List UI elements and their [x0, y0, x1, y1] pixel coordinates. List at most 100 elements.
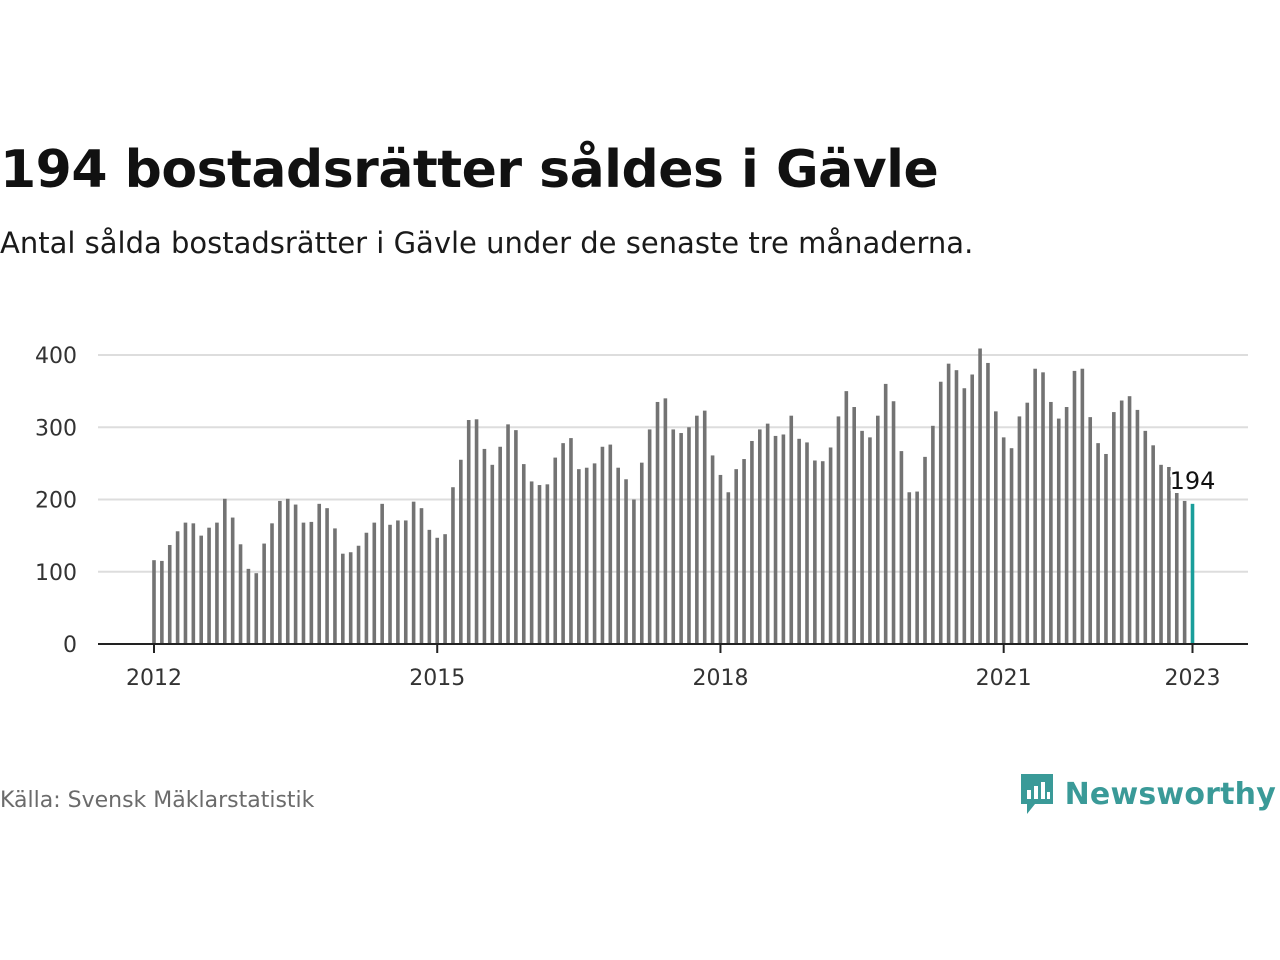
- bar: [254, 573, 259, 644]
- bar: [545, 484, 550, 644]
- bar: [1174, 493, 1179, 644]
- bar: [923, 456, 927, 644]
- bar: [466, 420, 471, 644]
- bar: [419, 508, 424, 644]
- bar: [1001, 437, 1006, 644]
- bar: [317, 503, 322, 644]
- bar: [325, 508, 329, 644]
- bar: [537, 485, 542, 644]
- bar: [844, 391, 849, 645]
- bar: [860, 430, 864, 644]
- y-axis-tick-labels: 0 100 200 300 400: [35, 344, 77, 658]
- bar: [742, 459, 746, 644]
- bar: [868, 437, 872, 644]
- bar: [521, 464, 526, 644]
- bar: [183, 522, 188, 644]
- bar: [1182, 500, 1187, 644]
- y-tick-label: 200: [35, 489, 77, 514]
- bar: [655, 401, 660, 644]
- newsworthy-logo-icon: [1020, 774, 1053, 814]
- bar: [718, 474, 723, 644]
- bar: [152, 560, 156, 644]
- bar: [1151, 445, 1155, 644]
- bar: [309, 521, 314, 644]
- x-tick-label: 2023: [1165, 666, 1221, 691]
- bar: [348, 552, 353, 644]
- bar: [624, 479, 628, 644]
- bar: [757, 429, 762, 644]
- bar: [954, 370, 959, 644]
- bar: [828, 447, 833, 644]
- bar: [561, 443, 565, 644]
- bar: [364, 532, 369, 644]
- bar: [285, 498, 290, 644]
- x-tick-label: 2012: [126, 666, 182, 691]
- bar: [443, 534, 447, 644]
- bar: [639, 462, 644, 644]
- bar: [907, 492, 912, 644]
- bar: [1049, 401, 1053, 644]
- bar: [490, 464, 495, 644]
- bar: [797, 438, 801, 644]
- bar: [191, 523, 196, 644]
- bar: [160, 560, 164, 644]
- bar: [773, 435, 778, 644]
- bar: [380, 503, 384, 644]
- bar: [1088, 417, 1093, 644]
- bar: [592, 463, 597, 645]
- bar: [230, 517, 235, 644]
- bar: [223, 498, 227, 644]
- bar: [1167, 466, 1171, 644]
- bar: [789, 415, 794, 644]
- bar: [584, 467, 589, 644]
- bar: [647, 429, 652, 644]
- bar: [207, 527, 211, 644]
- bar: [1096, 443, 1100, 644]
- bar: [1017, 416, 1022, 644]
- bar: [506, 424, 510, 644]
- brand-name: Newsworthy: [1064, 776, 1276, 812]
- bar: [1112, 412, 1116, 644]
- bar: [388, 524, 392, 644]
- bar: [938, 381, 943, 644]
- chart-subtitle: Antal sålda bostadsrätter i Gävle under …: [0, 226, 974, 260]
- bar: [459, 459, 463, 644]
- bar: [781, 434, 786, 644]
- bar: [1159, 464, 1163, 644]
- bar: [836, 416, 841, 644]
- bar: [498, 446, 502, 644]
- bar: [514, 430, 518, 644]
- y-tick-label: 0: [63, 633, 77, 658]
- bar: [1009, 448, 1014, 644]
- bar: [978, 348, 982, 644]
- bar: [1033, 368, 1037, 644]
- bar: [931, 425, 935, 644]
- bar: [270, 523, 274, 644]
- bar: [695, 415, 699, 644]
- bar: [262, 543, 266, 644]
- bar: [687, 427, 691, 644]
- bar: [1025, 402, 1030, 644]
- bar: [663, 398, 668, 644]
- bar: [474, 419, 479, 644]
- bar: [529, 481, 534, 644]
- bar: [632, 499, 636, 644]
- bar: [396, 520, 400, 644]
- bar: [679, 433, 683, 644]
- bar: [600, 446, 605, 644]
- bar: [765, 423, 770, 644]
- bar: [167, 545, 172, 644]
- bar: [1104, 453, 1108, 644]
- bar: [569, 438, 573, 644]
- bar-highlight: [1190, 503, 1195, 644]
- bar: [199, 535, 203, 645]
- bar: [1041, 372, 1045, 644]
- bar: [175, 531, 180, 644]
- bar: [883, 383, 888, 644]
- x-tick-label: 2015: [409, 666, 465, 691]
- bar: [994, 411, 998, 644]
- bar: [820, 461, 825, 644]
- bar: [710, 455, 715, 644]
- bar: [1143, 430, 1148, 644]
- bar: [915, 491, 919, 644]
